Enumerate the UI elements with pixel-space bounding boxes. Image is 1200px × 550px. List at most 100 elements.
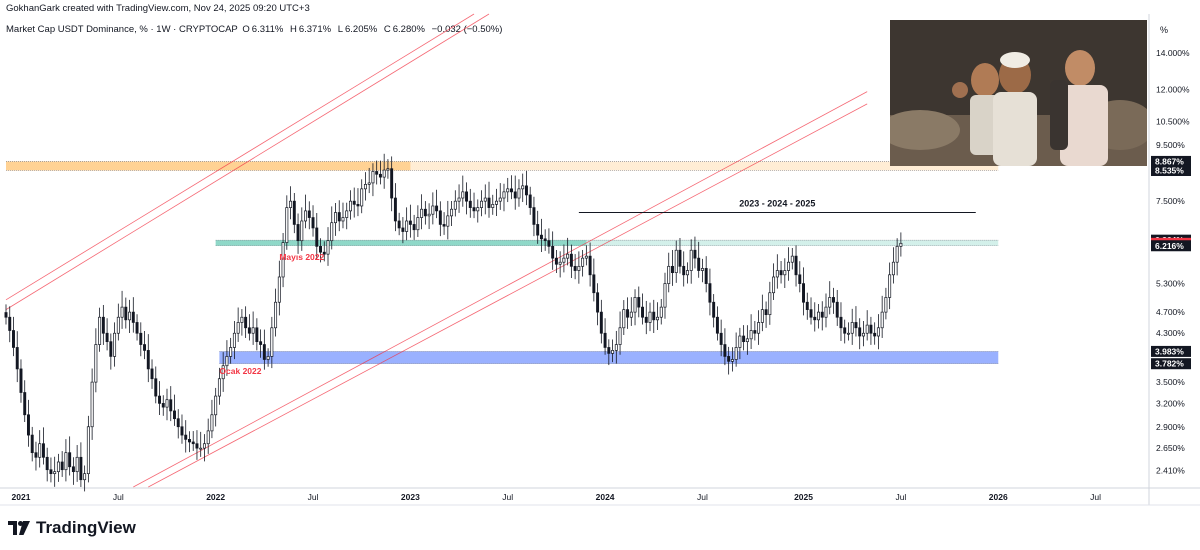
candle-body <box>805 301 809 310</box>
candle-body <box>757 322 761 334</box>
candle-body <box>734 347 738 360</box>
candle-body <box>839 316 843 329</box>
price-label-box <box>1151 358 1191 370</box>
candle-body <box>510 188 513 193</box>
candle-body <box>532 207 536 225</box>
candle-body <box>274 301 278 329</box>
candle-body <box>450 208 454 217</box>
candle-body <box>405 220 409 232</box>
ohlc-low: L 6.205% <box>337 24 378 35</box>
candle-body <box>195 443 199 449</box>
x-tick-label: 2024 <box>596 492 615 502</box>
y-tick-label: 14.000% <box>1156 48 1190 58</box>
candle-body <box>169 399 173 412</box>
candle-body <box>247 327 251 334</box>
candle-body <box>884 297 888 313</box>
candle-body <box>558 261 562 265</box>
candle-body <box>124 306 128 321</box>
price-label-box <box>1151 345 1191 357</box>
candle-body <box>554 257 558 265</box>
candle-body <box>659 306 663 318</box>
candle-body <box>41 443 45 458</box>
candle-body <box>292 200 296 225</box>
candle-body <box>719 332 723 345</box>
candle-body <box>551 246 555 259</box>
candle-body <box>412 224 416 231</box>
candle-body <box>663 283 667 308</box>
ohlc-high: H 6.371% <box>289 24 332 35</box>
x-tick-label: 2022 <box>206 492 225 502</box>
annotation-label: Mayıs 2022 <box>279 252 324 262</box>
candle-body <box>738 335 742 348</box>
candle-body <box>393 197 397 222</box>
candle-body <box>790 255 794 263</box>
candle-body <box>783 270 787 276</box>
tradingview-brand[interactable]: TradingView <box>8 518 136 538</box>
candle-body <box>53 471 57 475</box>
candle-body <box>798 274 802 284</box>
symbol-name[interactable]: Market Cap USDT Dominance, % · 1W · CRYP… <box>6 24 238 35</box>
candle-body <box>322 251 326 255</box>
meme-photo <box>890 20 1147 166</box>
candle-body <box>352 200 356 205</box>
candle-body <box>23 392 27 416</box>
candle-body <box>712 301 716 318</box>
candle-body <box>214 395 218 416</box>
candle-body <box>199 447 203 450</box>
candle-body <box>94 344 98 383</box>
candle-body <box>146 350 150 370</box>
candle-body <box>150 368 154 380</box>
candle-body <box>476 207 480 212</box>
candle-body <box>319 246 322 253</box>
candle-body <box>244 316 248 329</box>
candle-body <box>289 200 293 208</box>
candle-body <box>614 344 618 351</box>
candle-body <box>375 171 379 175</box>
candle-body <box>764 309 768 316</box>
candle-body <box>727 356 731 362</box>
candle-body <box>38 443 42 458</box>
candle-body <box>745 338 749 343</box>
y-tick-label: 12.000% <box>1156 85 1190 95</box>
candle-body <box>592 274 596 294</box>
price-label-text: 8.535% <box>1155 165 1184 175</box>
candle-body <box>427 213 431 217</box>
candle-body <box>98 316 102 345</box>
candle-body <box>584 255 588 259</box>
candle-body <box>858 327 862 337</box>
candle-body <box>315 227 319 247</box>
y-tick-label: 3.200% <box>1156 398 1185 408</box>
candle-body <box>45 456 49 471</box>
candle-body <box>26 414 30 436</box>
candle-body <box>34 452 38 458</box>
candle-body <box>173 410 176 420</box>
candle-body <box>685 270 689 276</box>
candle-body <box>60 461 64 471</box>
candle-body <box>202 443 206 449</box>
candle-body <box>779 270 783 276</box>
candle-body <box>603 332 607 348</box>
candle-body <box>846 332 850 335</box>
y-tick-label: 2.410% <box>1156 466 1185 476</box>
x-tick-label: 2021 <box>12 492 31 502</box>
price-label-box <box>1151 240 1191 252</box>
annotation-label: Ocak 2022 <box>219 366 261 376</box>
candle-body <box>326 240 330 255</box>
candle-body <box>547 240 551 247</box>
channel-line-1 <box>5 13 490 310</box>
symbol-legend: Market Cap USDT Dominance, % · 1W · CRYP… <box>6 24 504 35</box>
candle-body <box>311 217 315 229</box>
candle-body <box>835 301 839 318</box>
candle-body <box>539 234 543 240</box>
candle-body <box>229 347 233 357</box>
horizontal-ray-label: 2023 - 2024 - 2025 <box>739 199 815 209</box>
candle-body <box>382 169 386 178</box>
candle-body <box>109 341 113 357</box>
candle-body <box>416 217 420 231</box>
candle-body <box>865 324 869 334</box>
top-zone <box>6 161 999 171</box>
candle-body <box>281 242 285 278</box>
candle-body <box>652 311 656 321</box>
candle-body <box>191 441 195 445</box>
